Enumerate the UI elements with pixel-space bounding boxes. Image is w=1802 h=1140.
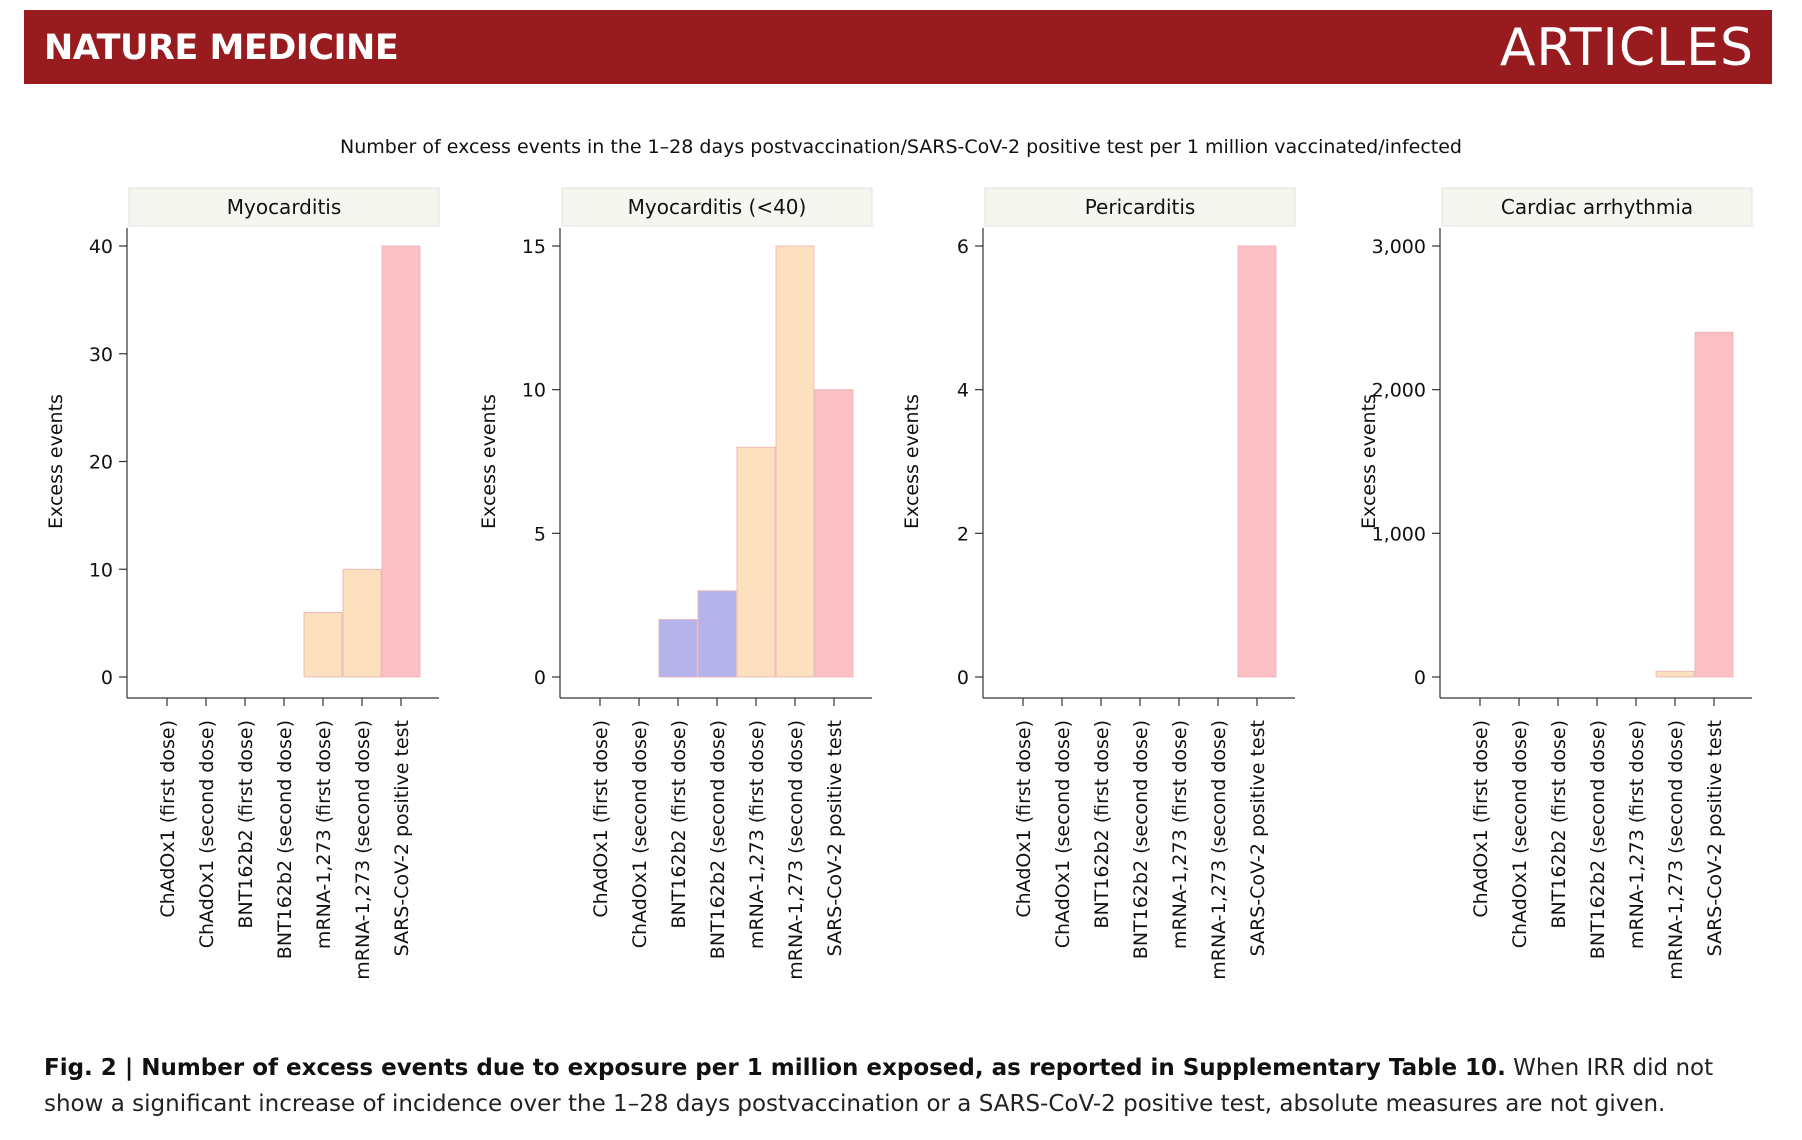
x-tick-label: ChAdOx1 (first dose) xyxy=(157,720,179,918)
bar xyxy=(303,611,343,678)
x-tick-label: SARS-CoV-2 positive test xyxy=(1704,720,1726,956)
bar xyxy=(342,568,382,678)
x-tick-label: ChAdOx1 (second dose) xyxy=(196,720,218,948)
x-tick-label: ChAdOx1 (first dose) xyxy=(1470,720,1492,918)
y-tick-label: 0 xyxy=(101,667,113,689)
x-tick-label: SARS-CoV-2 positive test xyxy=(1247,720,1269,956)
y-tick-label: 3,000 xyxy=(1372,236,1426,258)
x-tick-label: mRNA-1,273 (first dose) xyxy=(313,720,335,949)
panel-header xyxy=(128,187,440,227)
journal-name: NATURE MEDICINE xyxy=(44,28,399,68)
y-axis-label: Excess events xyxy=(901,394,923,529)
x-tick-label: mRNA-1,273 (second dose) xyxy=(1208,720,1230,980)
x-tick-label: BNT162b2 (second dose) xyxy=(707,720,729,959)
y-tick-label: 0 xyxy=(534,667,546,689)
y-tick-label: 10 xyxy=(522,380,546,402)
y-tick-label: 15 xyxy=(522,236,546,258)
section-label: ARTICLES xyxy=(1499,18,1754,78)
caption-text: When IRR did not show a significant incr… xyxy=(44,1055,1714,1117)
bar xyxy=(775,245,815,678)
y-tick-label: 5 xyxy=(534,523,546,545)
panel-header xyxy=(1441,187,1753,227)
panel-4: Cardiac arrhythmia 0 1,000 2,000 3,000 Excess… xyxy=(1358,187,1753,980)
y-tick-label: 20 xyxy=(89,452,113,474)
bar xyxy=(381,245,421,678)
bar xyxy=(658,619,698,678)
x-tick-label: ChAdOx1 (second dose) xyxy=(629,720,651,948)
x-tick-label: mRNA-1,273 (first dose) xyxy=(746,720,768,949)
x-tick-label: BNT162b2 (second dose) xyxy=(1130,720,1152,959)
x-tick-label: mRNA-1,273 (second dose) xyxy=(352,720,374,980)
bar xyxy=(814,389,854,678)
panel-title: Cardiac arrhythmia xyxy=(1501,195,1693,219)
y-axis-label: Excess events xyxy=(45,394,67,529)
panel-title: Myocarditis (<40) xyxy=(628,195,807,219)
y-tick-label: 0 xyxy=(1414,667,1426,689)
x-tick-label: mRNA-1,273 (first dose) xyxy=(1626,720,1648,949)
bar xyxy=(697,590,737,678)
panel-2: Myocarditis (<40) 0 5 10 15 Excess events ChAd… xyxy=(478,187,873,980)
journal-banner: NATURE MEDICINE ARTICLES xyxy=(24,10,1772,84)
x-tick-label: ChAdOx1 (second dose) xyxy=(1052,720,1074,948)
panel-3: Pericarditis 0 2 4 6 Excess events ChAdOx1 (fi… xyxy=(901,187,1296,980)
y-tick-label: 30 xyxy=(89,344,113,366)
y-tick-label: 6 xyxy=(957,236,969,258)
x-tick-label: mRNA-1,273 (first dose) xyxy=(1169,720,1191,949)
figure-title: Number of excess events in the 1–28 days… xyxy=(340,136,1462,158)
caption-label: Fig. 2 | Number of excess events due to … xyxy=(44,1055,1506,1081)
x-tick-label: BNT162b2 (first dose) xyxy=(1548,720,1570,929)
x-tick-label: ChAdOx1 (first dose) xyxy=(1013,720,1035,918)
x-tick-label: SARS-CoV-2 positive test xyxy=(824,720,846,956)
y-tick-label: 0 xyxy=(957,667,969,689)
x-tick-label: BNT162b2 (second dose) xyxy=(274,720,296,959)
bar xyxy=(1237,245,1277,678)
y-axis-label: Excess events xyxy=(1358,394,1380,529)
x-tick-label: ChAdOx1 (first dose) xyxy=(590,720,612,918)
x-tick-label: SARS-CoV-2 positive test xyxy=(391,720,413,956)
y-tick-label: 40 xyxy=(89,236,113,258)
x-tick-label: BNT162b2 (first dose) xyxy=(668,720,690,929)
bar xyxy=(1655,670,1695,678)
panel-header xyxy=(561,187,873,227)
x-tick-label: ChAdOx1 (second dose) xyxy=(1509,720,1531,948)
y-tick-label: 10 xyxy=(89,559,113,581)
x-tick-label: mRNA-1,273 (second dose) xyxy=(785,720,807,980)
panel-1: Myocarditis 0 10 20 30 40 Excess events ChAdOx1… xyxy=(45,187,440,980)
figure-caption: Fig. 2 | Number of excess events due to … xyxy=(44,1050,1744,1122)
bar xyxy=(736,446,776,678)
x-tick-label: BNT162b2 (first dose) xyxy=(235,720,257,929)
x-tick-label: mRNA-1,273 (second dose) xyxy=(1665,720,1687,980)
y-tick-label: 2,000 xyxy=(1372,380,1426,402)
y-tick-label: 1,000 xyxy=(1372,523,1426,545)
y-tick-label: 2 xyxy=(957,523,969,545)
x-tick-label: BNT162b2 (first dose) xyxy=(1091,720,1113,929)
x-tick-label: BNT162b2 (second dose) xyxy=(1587,720,1609,959)
panel-header xyxy=(984,187,1296,227)
bar xyxy=(1694,331,1734,678)
y-axis-label: Excess events xyxy=(478,394,500,529)
panel-title: Pericarditis xyxy=(1085,195,1196,219)
y-tick-label: 4 xyxy=(957,380,969,402)
panel-title: Myocarditis xyxy=(227,195,342,219)
